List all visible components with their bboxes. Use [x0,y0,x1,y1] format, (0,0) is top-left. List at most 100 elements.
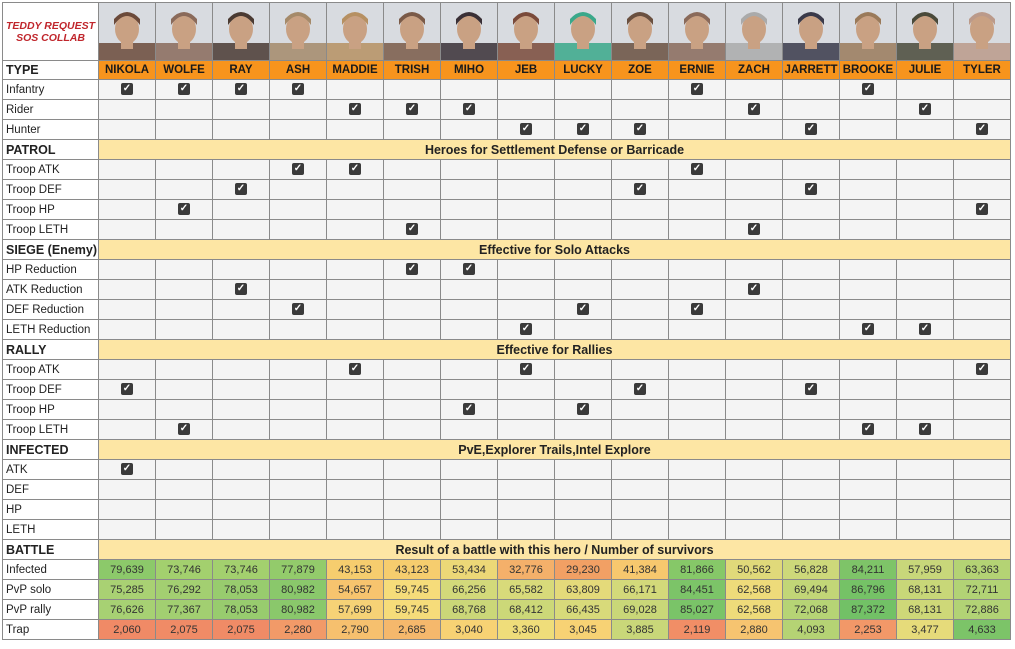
battle-value-cell: 69,494 [782,579,840,600]
check-cell [383,299,441,320]
check-cell [668,259,726,280]
table-row: Troop ATK ✓ ✓ ✓ [2,359,1011,380]
hero-portrait-trish [383,2,441,61]
battle-value-cell: 80,982 [269,599,327,620]
check-cell [554,79,612,100]
check-cell [782,499,840,520]
check-cell [725,399,783,420]
check-cell [839,179,897,200]
check-cell [269,399,327,420]
battle-value-cell: 2,075 [212,619,270,640]
checkbox-checked-icon: ✓ [691,163,703,176]
check-cell: ✓ [269,159,327,180]
check-cell [497,219,555,240]
check-cell: ✓ [269,79,327,100]
battle-value-cell: 2,075 [155,619,213,640]
check-cell [611,79,669,100]
patrol-row-label: Troop ATK [2,159,99,180]
check-cell [98,179,156,200]
check-cell [98,119,156,140]
check-cell [953,159,1011,180]
check-cell [554,379,612,400]
check-cell [212,259,270,280]
check-cell [668,359,726,380]
check-cell: ✓ [668,159,726,180]
hero-name-trish: TRISH [383,60,441,80]
checkbox-checked-icon: ✓ [691,303,703,316]
check-cell: ✓ [440,99,498,120]
battle-value-cell: 76,626 [98,599,156,620]
check-cell [383,319,441,340]
battle-row-label: Trap [2,619,99,640]
check-cell [497,199,555,220]
table-row: Troop ATK ✓ ✓ ✓ [2,159,1011,180]
battle-value-cell: 63,363 [953,559,1011,580]
check-cell [839,259,897,280]
check-cell [497,99,555,120]
check-cell [953,379,1011,400]
battle-row: Trap 2,060 2,075 2,075 2,280 2,790 2,685 3,040 3… [2,619,1011,640]
check-cell [326,299,384,320]
check-cell [896,159,954,180]
battle-value-cell: 72,068 [782,599,840,620]
patrol-row-label: Troop LETH [2,219,99,240]
check-cell: ✓ [497,359,555,380]
section-label: SIEGE (Enemy) [2,239,99,260]
hero-name-tyler: TYLER [953,60,1011,80]
check-cell [155,319,213,340]
check-cell [896,379,954,400]
check-cell [383,199,441,220]
table-row: Troop DEF ✓ ✓ ✓ [2,179,1011,200]
checkbox-checked-icon: ✓ [862,323,874,336]
check-cell [668,459,726,480]
checkbox-checked-icon: ✓ [178,423,190,436]
checkbox-checked-icon: ✓ [805,123,817,136]
check-cell [155,279,213,300]
check-cell [326,79,384,100]
check-cell [326,519,384,540]
check-cell [269,359,327,380]
battle-value-cell: 66,256 [440,579,498,600]
hero-name-maddie: MADDIE [326,60,384,80]
hero-name-row: TYPE NIKOLA WOLFE RAY ASH MADDIE TRISH MIHO JEB L… [2,60,1011,80]
infected-row-label: LETH [2,519,99,540]
check-cell [839,459,897,480]
check-cell: ✓ [269,299,327,320]
check-cell [611,299,669,320]
check-cell [98,479,156,500]
check-cell [554,199,612,220]
check-cell [611,159,669,180]
check-cell [440,479,498,500]
checkbox-checked-icon: ✓ [292,163,304,176]
section-label: INFECTED [2,439,99,460]
check-cell [269,179,327,200]
battle-value-cell: 69,028 [611,599,669,620]
table-row: ATK ✓ [2,459,1011,480]
battle-value-cell: 68,412 [497,599,555,620]
checkbox-checked-icon: ✓ [520,123,532,136]
check-cell [839,219,897,240]
battle-value-cell: 4,093 [782,619,840,640]
hero-portrait-wolfe [155,2,213,61]
check-cell [440,119,498,140]
checkbox-checked-icon: ✓ [406,223,418,236]
check-cell [782,219,840,240]
check-cell [896,299,954,320]
check-cell [668,479,726,500]
check-cell [383,159,441,180]
check-cell [383,279,441,300]
check-cell [554,319,612,340]
checkbox-checked-icon: ✓ [577,303,589,316]
check-cell [269,99,327,120]
check-cell: ✓ [953,199,1011,220]
hero-portrait-nikola [98,2,156,61]
checkbox-checked-icon: ✓ [463,263,475,276]
check-cell: ✓ [896,99,954,120]
check-cell: ✓ [98,79,156,100]
battle-value-cell: 2,280 [269,619,327,640]
check-cell [497,519,555,540]
section-label: BATTLE [2,539,99,560]
battle-row: PvP rally 76,626 77,367 78,053 80,982 57,699 5… [2,599,1011,620]
check-cell [497,399,555,420]
battle-value-cell: 53,434 [440,559,498,580]
